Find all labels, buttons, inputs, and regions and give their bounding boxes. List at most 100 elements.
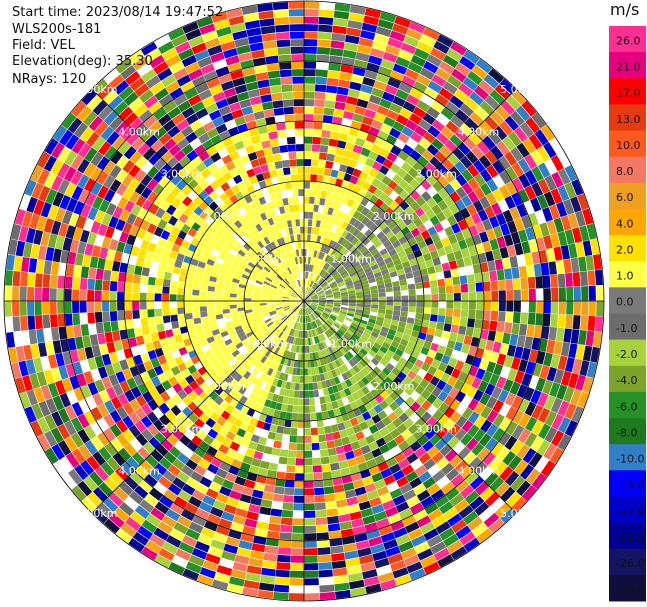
radar-cell	[355, 309, 363, 314]
radar-cell	[507, 220, 518, 234]
radar-cell	[498, 155, 511, 170]
radar-cell	[332, 260, 339, 268]
radar-cell	[378, 292, 386, 297]
radar-cell	[359, 234, 368, 243]
radar-cell	[314, 274, 319, 282]
radar-cell	[445, 120, 459, 134]
radar-cell	[461, 407, 474, 420]
radar-cell	[374, 137, 386, 148]
radar-cell	[526, 264, 535, 278]
radar-cell	[377, 312, 385, 318]
radar-cell	[539, 222, 550, 237]
radar-cell	[518, 173, 531, 189]
radar-cell	[387, 37, 403, 49]
radar-cell	[437, 315, 446, 323]
radar-cell	[325, 246, 331, 255]
radar-cell	[572, 272, 581, 287]
radar-cell	[449, 399, 461, 411]
radar-cell	[497, 311, 506, 322]
radar-cell	[436, 132, 449, 145]
radar-cell	[382, 273, 391, 280]
radar-cell	[446, 252, 456, 262]
radar-cell	[425, 382, 436, 394]
radar-cell	[395, 114, 409, 126]
radar-cell	[321, 213, 327, 222]
radar-cell	[404, 385, 415, 396]
radar-cell	[407, 61, 423, 74]
radar-cell	[330, 313, 338, 318]
radar-cell	[588, 285, 596, 301]
radar-cell	[364, 328, 372, 335]
radar-cell	[485, 192, 498, 206]
colorbar-tick: -1.0	[616, 322, 637, 335]
radar-cell	[426, 54, 443, 67]
radar-cell	[305, 286, 307, 294]
radar-cell	[357, 351, 365, 359]
radar-cell	[341, 294, 349, 298]
radar-cell	[306, 271, 309, 279]
radar-cell	[431, 293, 439, 301]
radar-cell	[427, 125, 441, 138]
radar-cell	[422, 313, 431, 321]
radar-cell	[346, 27, 362, 37]
radar-cell	[311, 296, 318, 300]
radar-cell	[361, 181, 372, 191]
radar-cell	[397, 343, 407, 352]
radar-cell	[585, 330, 595, 347]
radar-cell	[305, 271, 308, 279]
radar-cell	[485, 339, 495, 352]
radar-cell	[355, 231, 364, 240]
radar-cell	[371, 304, 379, 309]
radar-cell	[318, 278, 324, 285]
radar-cell	[445, 308, 454, 317]
radar-cell	[398, 381, 409, 391]
radar-cell	[493, 225, 504, 239]
radar-cell	[511, 162, 525, 177]
radar-cell	[379, 380, 389, 390]
radar-cell	[311, 227, 316, 235]
radar-cell	[474, 272, 483, 283]
radar-cell	[414, 143, 427, 156]
radar-cell	[309, 257, 314, 265]
radar-cell	[528, 239, 539, 253]
radar-cell	[342, 275, 351, 281]
radar-cell	[493, 363, 504, 376]
radar-cell	[304, 91, 315, 99]
radar-cell	[318, 305, 325, 309]
radar-cell	[488, 456, 502, 471]
radar-cell	[415, 196, 426, 207]
radar-cell	[344, 277, 352, 283]
radar-cell	[505, 406, 518, 421]
radar-cell	[510, 439, 524, 455]
radar-cell	[409, 335, 418, 344]
radar-cell	[329, 215, 336, 224]
radar-cell	[389, 163, 401, 174]
radar-cell	[489, 373, 500, 386]
radar-cell	[557, 355, 568, 371]
radar-cell	[499, 246, 509, 259]
radar-cell	[334, 243, 341, 251]
radar-cell	[367, 321, 375, 328]
radar-cell	[498, 185, 511, 199]
radar-cell	[318, 294, 326, 298]
radar-cell	[434, 369, 444, 380]
radar-cell	[304, 121, 314, 129]
radar-cell	[387, 371, 397, 381]
radar-cell	[340, 289, 348, 294]
radar-cell	[467, 177, 480, 191]
radar-cell	[335, 264, 343, 271]
radar-cell	[586, 361, 597, 379]
radar-cell	[498, 170, 512, 185]
radar-cell	[325, 290, 332, 295]
radar-cell	[461, 228, 472, 239]
radar-cell	[324, 289, 332, 293]
radar-cell	[304, 129, 313, 137]
radar-cell	[441, 354, 451, 365]
radar-cell	[304, 249, 307, 257]
radar-cell	[392, 96, 406, 108]
radar-cell	[304, 298, 311, 301]
radar-cell	[414, 276, 422, 284]
radar-cell	[482, 218, 493, 231]
radar-cell	[469, 476, 484, 490]
radar-cell	[477, 447, 491, 461]
